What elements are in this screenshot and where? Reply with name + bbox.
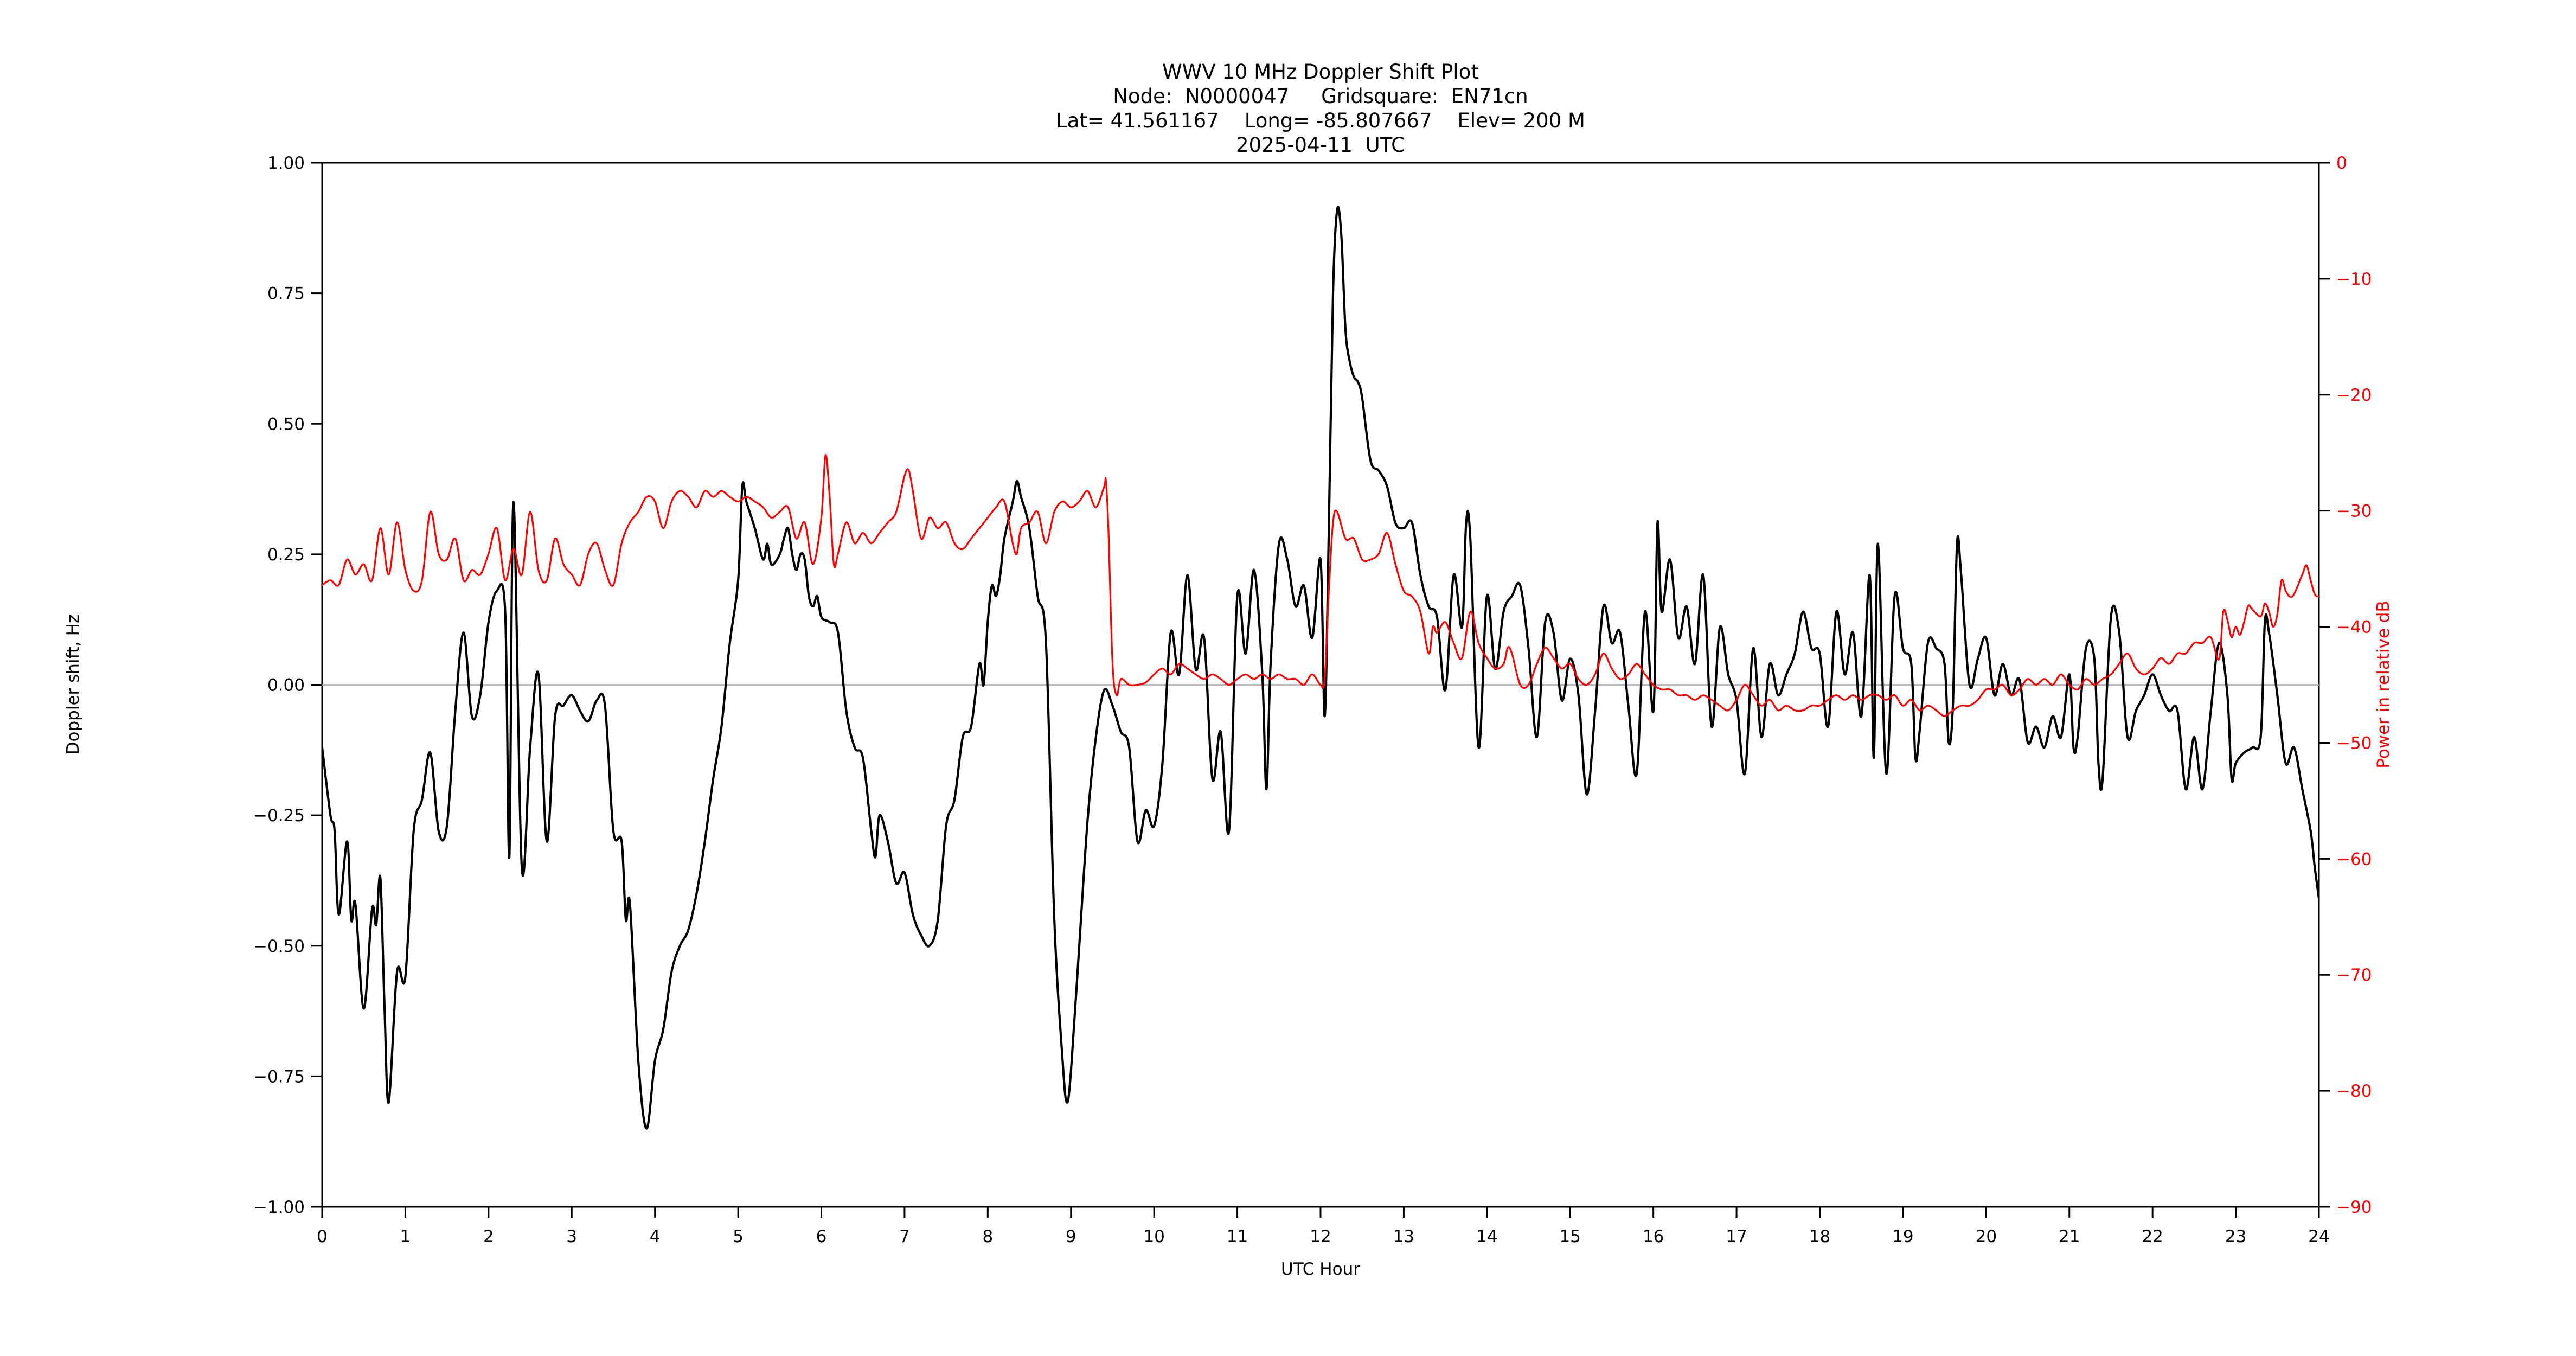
- x-tick-label: 10: [1143, 1227, 1164, 1246]
- left-tick-label: 0.00: [267, 676, 305, 695]
- x-tick-label: 12: [1310, 1227, 1331, 1246]
- x-tick-label: 24: [2308, 1227, 2329, 1246]
- chart-subtitle-node: Node: N0000047 Gridsquare: EN71cn: [1113, 85, 1528, 108]
- left-tick-label: 1.00: [267, 153, 305, 173]
- x-tick-label: 23: [2225, 1227, 2246, 1246]
- right-tick-label: −30: [2336, 502, 2372, 521]
- x-tick-label: 1: [400, 1227, 411, 1246]
- x-tick-label: 19: [1892, 1227, 1913, 1246]
- right-tick-label: −60: [2336, 849, 2372, 869]
- x-tick-label: 17: [1726, 1227, 1747, 1246]
- x-tick-label: 2: [483, 1227, 494, 1246]
- left-tick-label: 0.75: [267, 284, 305, 304]
- power-line: [322, 454, 2319, 717]
- x-tick-label: 13: [1393, 1227, 1414, 1246]
- x-tick-label: 22: [2142, 1227, 2163, 1246]
- x-tick-label: 3: [566, 1227, 577, 1246]
- x-tick-label: 21: [2059, 1227, 2080, 1246]
- x-tick-label: 8: [982, 1227, 993, 1246]
- right-tick-label: −80: [2336, 1082, 2372, 1101]
- right-tick-label: −90: [2336, 1198, 2372, 1217]
- x-axis-label: UTC Hour: [1281, 1259, 1360, 1279]
- x-tick-label: 14: [1476, 1227, 1497, 1246]
- x-tick-label: 16: [1643, 1227, 1664, 1246]
- chart-title: WWV 10 MHz Doppler Shift Plot: [1162, 60, 1479, 84]
- x-tick-label: 9: [1066, 1227, 1076, 1246]
- right-tick-label: 0: [2336, 153, 2347, 173]
- left-tick-label: −0.50: [253, 937, 305, 956]
- x-tick-label: 20: [1976, 1227, 1997, 1246]
- right-tick-label: −20: [2336, 386, 2372, 405]
- left-tick-label: −1.00: [253, 1198, 305, 1217]
- left-tick-label: 0.25: [267, 545, 305, 565]
- right-tick-label: −50: [2336, 733, 2372, 753]
- x-tick-label: 11: [1227, 1227, 1248, 1246]
- x-tick-label: 4: [650, 1227, 661, 1246]
- x-tick-label: 18: [1809, 1227, 1830, 1246]
- x-tick-label: 7: [899, 1227, 910, 1246]
- left-tick-label: −0.25: [253, 806, 305, 826]
- right-axis-ticks: 0 −10 −20 −30 −40 −50 −60 −70 −80 −90: [2319, 153, 2372, 1217]
- doppler-shift-line: [322, 206, 2319, 1130]
- x-tick-label: 15: [1560, 1227, 1581, 1246]
- left-tick-label: −0.75: [253, 1067, 305, 1086]
- right-tick-label: −70: [2336, 965, 2372, 985]
- right-tick-label: −10: [2336, 270, 2372, 289]
- left-tick-label: 0.50: [267, 414, 305, 434]
- x-tick-label: 6: [816, 1227, 827, 1246]
- x-axis-ticks: 0 1 2 3 4 5 6 7 8 9 10 11 12 13 14 15 16 17 18 19 20 21 22 23 24: [317, 1207, 2330, 1246]
- chart-subtitle-date: 2025-04-11 UTC: [1236, 133, 1405, 157]
- right-axis-label: Power in relative dB: [2374, 600, 2393, 768]
- chart-subtitle-location: Lat= 41.561167 Long= -85.807667 Elev= 20…: [1056, 109, 1585, 132]
- left-axis-ticks: 1.00 0.75 0.50 0.25 0.00 −0.25 −0.50 −0.75 −1.00: [253, 153, 322, 1217]
- right-tick-label: −40: [2336, 618, 2372, 637]
- x-tick-label: 0: [317, 1227, 328, 1246]
- left-axis-label: Doppler shift, Hz: [63, 615, 83, 755]
- x-tick-label: 5: [733, 1227, 744, 1246]
